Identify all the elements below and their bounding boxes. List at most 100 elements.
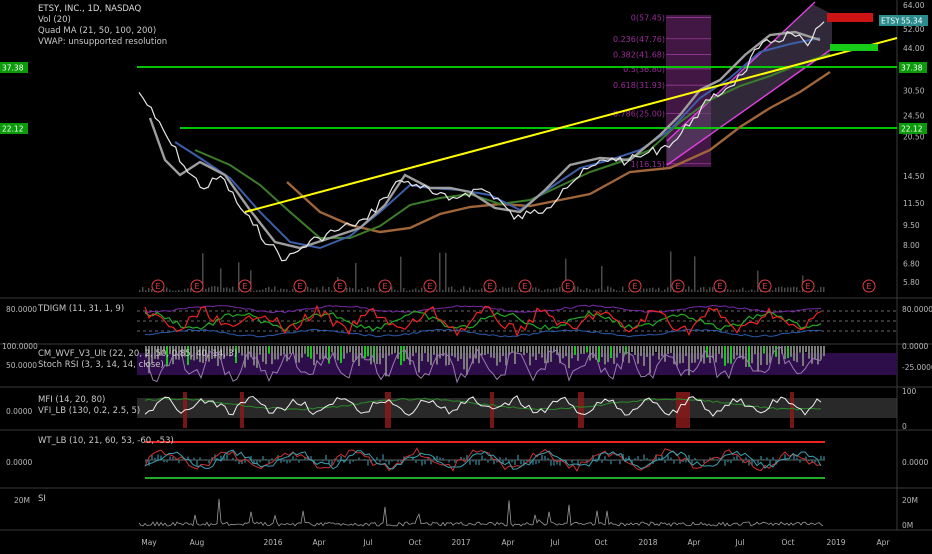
- earnings-marker[interactable]: E: [152, 280, 164, 292]
- price-tick-label: 6.80: [903, 260, 920, 269]
- earnings-marker[interactable]: E: [294, 280, 306, 292]
- wvf-bar: [265, 346, 267, 364]
- wt-hist-bar: [391, 460, 393, 462]
- wt-hist-bar: [571, 460, 573, 463]
- volume-bar: [694, 256, 696, 292]
- svg-text:0M: 0M: [902, 521, 913, 530]
- volume-bar: [226, 287, 228, 292]
- volume-bar: [325, 289, 327, 292]
- volume-bar: [580, 289, 582, 292]
- volume-bar: [502, 287, 504, 292]
- vfi-label[interactable]: VFI_LB (130, 0.2, 2.5, 5): [38, 406, 140, 417]
- earnings-marker[interactable]: E: [562, 280, 574, 292]
- study-quad-ma[interactable]: Quad MA (21, 50, 100, 200): [38, 26, 167, 37]
- si-label[interactable]: SI: [38, 494, 46, 505]
- wvf-bar: [775, 346, 777, 357]
- svg-text:E: E: [866, 282, 871, 291]
- volume-bar: [541, 291, 543, 292]
- wvf-bar: [478, 346, 480, 363]
- volume-bar: [757, 271, 759, 292]
- earnings-marker[interactable]: E: [334, 280, 346, 292]
- svg-text:0.0000: 0.0000: [902, 342, 928, 351]
- fib-level-label: 0(57.45): [631, 13, 665, 22]
- tdi-label[interactable]: TDIGM (11, 31, 1, 9): [38, 304, 124, 315]
- volume-bar: [310, 288, 312, 292]
- wvf-bar: [469, 346, 471, 359]
- mfi-label[interactable]: MFI (14, 20, 80): [38, 395, 140, 406]
- wvf-bar: [628, 346, 630, 363]
- wvf-bar: [733, 346, 735, 359]
- study-vwap[interactable]: VWAP: unsupported resolution: [38, 37, 167, 48]
- svg-text:55.34: 55.34: [901, 17, 923, 26]
- earnings-marker[interactable]: E: [191, 280, 203, 292]
- earnings-marker[interactable]: E: [863, 280, 875, 292]
- wvf-bar: [586, 346, 588, 353]
- wt-hist-bar: [439, 457, 441, 460]
- target-box-red[interactable]: [827, 13, 873, 22]
- volume-bar: [412, 289, 414, 292]
- wvf-bar: [403, 346, 405, 361]
- wvf-bar: [610, 346, 612, 358]
- wt-hist-bar: [547, 458, 549, 460]
- earnings-marker[interactable]: E: [519, 280, 531, 292]
- volume-bar: [607, 286, 609, 292]
- wvf-bar: [550, 346, 552, 362]
- earnings-marker[interactable]: E: [759, 280, 771, 292]
- wt-hist-bar: [289, 460, 291, 463]
- wvf-bar: [481, 346, 483, 355]
- earnings-marker[interactable]: E: [802, 280, 814, 292]
- study-vol[interactable]: Vol (20): [38, 15, 167, 26]
- volume-bar: [217, 287, 219, 292]
- main-legend: ETSY, INC., 1D, NASDAQ Vol (20) Quad MA …: [38, 4, 167, 48]
- volume-bar: [640, 290, 642, 292]
- wvf-bar: [721, 346, 723, 358]
- volume-bar: [799, 291, 801, 292]
- symbol-title[interactable]: ETSY, INC., 1D, NASDAQ: [38, 4, 167, 15]
- earnings-marker[interactable]: E: [714, 280, 726, 292]
- volume-bar: [346, 288, 348, 292]
- svg-text:E: E: [762, 282, 767, 291]
- volume-bar: [556, 288, 558, 292]
- svg-text:80.0000: 80.0000: [6, 305, 37, 314]
- volume-bar: [358, 289, 360, 292]
- wt-hist-bar: [286, 460, 288, 463]
- wvf-bar: [793, 346, 795, 361]
- price-tick-label: 24.50: [903, 112, 925, 121]
- target-box-green[interactable]: [830, 44, 878, 51]
- stoch-rsi-label[interactable]: Stoch RSI (3, 3, 14, 14, close): [38, 360, 237, 371]
- wt-hist-bar: [418, 460, 420, 461]
- volume-bar: [349, 287, 351, 292]
- wvf-bar: [340, 346, 342, 363]
- earnings-marker[interactable]: E: [424, 280, 436, 292]
- time-tick-label: Apr: [502, 538, 516, 547]
- earnings-marker[interactable]: E: [239, 280, 251, 292]
- wt-hist-bar: [643, 455, 645, 460]
- earnings-marker[interactable]: E: [379, 280, 391, 292]
- earnings-marker[interactable]: E: [484, 280, 496, 292]
- wvf-legend: CM_WVF_V3_Ult (22, 20, 2, 50, 0.85, 40, …: [38, 349, 237, 371]
- wvf-bar: [682, 346, 684, 363]
- wvf-bar: [274, 346, 276, 359]
- wt-hist-bar: [595, 459, 597, 460]
- volume-bar: [598, 288, 600, 292]
- svg-text:E: E: [565, 282, 570, 291]
- volume-bar: [712, 287, 714, 292]
- wvf-bar: [607, 346, 609, 362]
- wt-label[interactable]: WT_LB (10, 21, 60, 53, -60, -53): [38, 436, 174, 447]
- time-tick-label: 2016: [263, 538, 282, 547]
- volume-bar: [394, 290, 396, 292]
- wvf-bar: [310, 346, 312, 359]
- wt-hist-bar: [649, 460, 651, 461]
- earnings-marker[interactable]: E: [629, 280, 641, 292]
- wvf-label[interactable]: CM_WVF_V3_Ult (22, 20, 2, 50, 0.85, 40, …: [38, 349, 237, 360]
- volume-bar: [709, 287, 711, 292]
- wt-hist-bar: [367, 460, 369, 466]
- earnings-marker[interactable]: E: [672, 280, 684, 292]
- volume-bar: [547, 289, 549, 292]
- volume-bar: [334, 290, 336, 292]
- mfi-legend: MFI (14, 20, 80) VFI_LB (130, 0.2, 2.5, …: [38, 395, 140, 417]
- volume-bar: [775, 288, 777, 292]
- volume-bar: [313, 289, 315, 292]
